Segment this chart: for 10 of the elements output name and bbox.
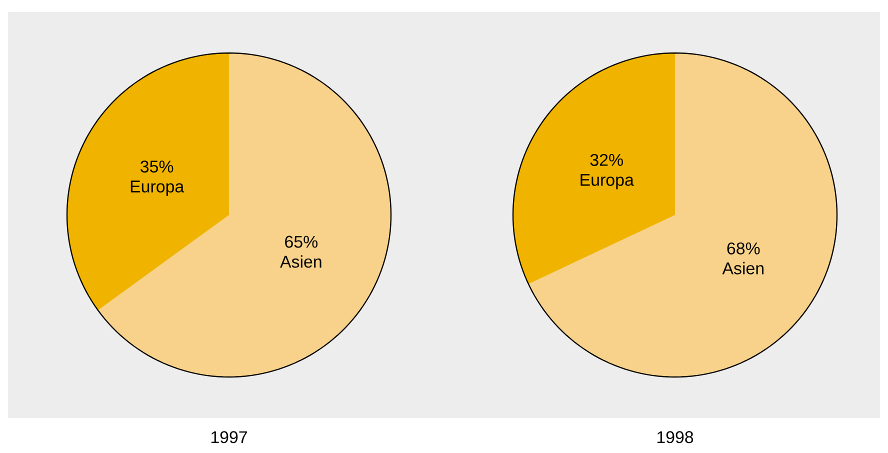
slice-label: Europa	[580, 174, 634, 190]
text: 1997	[211, 431, 247, 444]
text: 1998	[657, 431, 694, 444]
slice-label: Asien	[280, 255, 322, 268]
data-label: 68%	[727, 242, 760, 254]
data-label: 32%	[590, 154, 623, 166]
data-label: 65%	[285, 236, 318, 248]
slice-label: Asien	[722, 262, 764, 274]
slice-label: Europa	[130, 180, 184, 196]
data-label: 35%	[140, 160, 174, 173]
